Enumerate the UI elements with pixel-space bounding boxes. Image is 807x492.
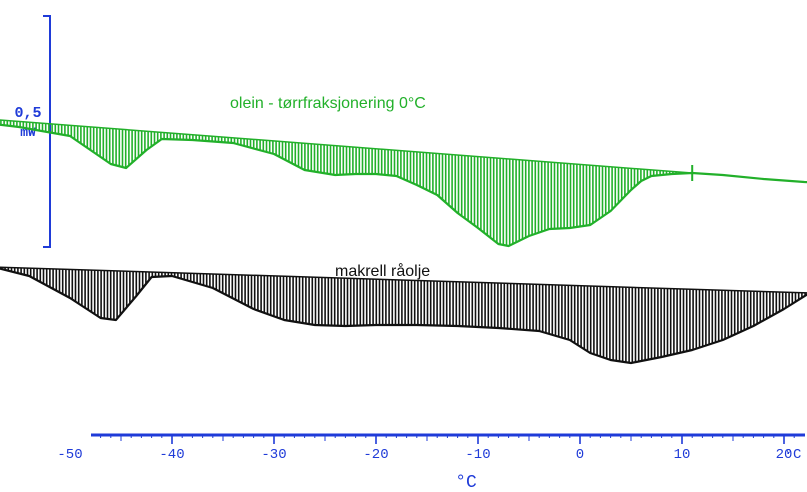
x-axis-title: °C — [455, 473, 477, 492]
olein-hatch-region — [0, 120, 690, 246]
x-axis-end-label: °C — [785, 447, 802, 463]
olein-baseline — [0, 119, 693, 174]
series-label-raw: makrell råolje — [335, 262, 430, 280]
series-raw — [0, 266, 807, 365]
x-tick-label: 0 — [576, 447, 584, 463]
x-tick-label: -30 — [261, 447, 286, 463]
x-tick-label: 20 — [776, 447, 793, 463]
olein-curve — [0, 123, 807, 248]
raw-baseline — [0, 266, 807, 294]
series-olein — [0, 119, 807, 248]
scale-bar-value: 0,5 — [14, 105, 41, 122]
series-label-olein: olein - tørrfraksjonering 0°C — [230, 95, 426, 112]
x-tick-label: -50 — [57, 447, 82, 463]
x-tick-label: -10 — [465, 447, 490, 463]
x-tick-label: -40 — [159, 447, 184, 463]
raw-curve — [0, 267, 807, 365]
raw-hatch-region — [1, 267, 806, 363]
x-tick-label: 10 — [674, 447, 691, 463]
x-tick-label: -20 — [363, 447, 388, 463]
